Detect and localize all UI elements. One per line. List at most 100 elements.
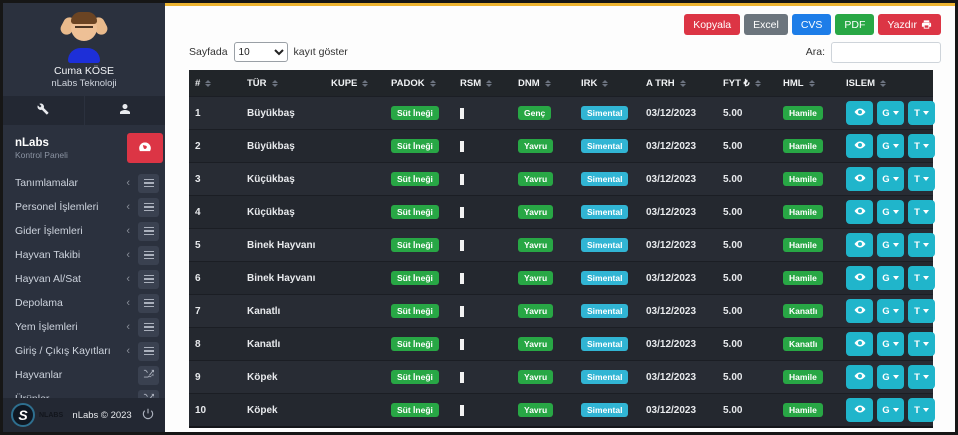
- t-dropdown-button[interactable]: T: [908, 299, 935, 323]
- animal-photo[interactable]: [460, 107, 464, 119]
- chevron-left-icon: ‹: [126, 225, 130, 237]
- cell-status: Kanatlı: [777, 337, 840, 351]
- g-dropdown-button[interactable]: G: [877, 365, 904, 389]
- column-header-[interactable]: #: [189, 78, 241, 89]
- t-dropdown-button[interactable]: T: [908, 134, 935, 158]
- sidebar-item-hayvan-al-sat[interactable]: Hayvan Al/Sat ‹: [3, 267, 165, 291]
- view-button[interactable]: [846, 365, 873, 389]
- t-dropdown-button[interactable]: T: [908, 101, 935, 125]
- column-header-islem[interactable]: ISLEM: [840, 78, 933, 89]
- sidebar-item-personel-i-lemleri[interactable]: Personel İşlemleri ‹: [3, 195, 165, 219]
- eye-icon: [854, 139, 866, 154]
- animal-photo[interactable]: [460, 404, 464, 416]
- animal-photo[interactable]: [460, 173, 464, 185]
- cell-purchase-date: 03/12/2023: [646, 272, 697, 284]
- view-button[interactable]: [846, 233, 873, 257]
- eye-icon: [854, 337, 866, 352]
- animal-photo[interactable]: [460, 206, 464, 218]
- table-row: 9 Köpek Süt İneği Yavru Simental 03/12/2…: [189, 360, 935, 393]
- cell-breed: Simental: [575, 337, 640, 351]
- animal-photo[interactable]: [460, 272, 464, 284]
- cell-photo: [454, 305, 512, 317]
- sidebar-item-depolama[interactable]: Depolama ‹: [3, 291, 165, 315]
- sidebar-item-hayvan-takibi[interactable]: Hayvan Takibi ‹: [3, 243, 165, 267]
- animal-photo[interactable]: [460, 338, 464, 350]
- sidebar-item-r-nler[interactable]: Ürünler: [3, 387, 165, 398]
- column-header-label: #: [195, 77, 201, 89]
- animal-photo[interactable]: [460, 371, 464, 383]
- view-button[interactable]: [846, 299, 873, 323]
- cell-period: Genç: [512, 106, 575, 120]
- link-action-button[interactable]: [138, 389, 159, 398]
- cell-row-number: 8: [195, 338, 201, 350]
- paddock-badge: Süt İneği: [391, 337, 439, 351]
- settings-button[interactable]: [3, 96, 84, 125]
- menu-toggle-button[interactable]: [138, 245, 159, 265]
- g-dropdown-button[interactable]: G: [877, 233, 904, 257]
- t-button-label: T: [914, 272, 920, 284]
- page-length-select[interactable]: 10: [233, 42, 288, 62]
- t-dropdown-button[interactable]: T: [908, 233, 935, 257]
- animal-photo[interactable]: [460, 140, 464, 152]
- table-row: 4 Küçükbaş Süt İneği Yavru Simental 03/1…: [189, 195, 935, 228]
- view-button[interactable]: [846, 266, 873, 290]
- column-header-dnm[interactable]: DNM: [512, 78, 575, 89]
- animal-photo[interactable]: [460, 305, 464, 317]
- g-dropdown-button[interactable]: G: [877, 332, 904, 356]
- dashboard-button[interactable]: [127, 133, 163, 163]
- column-header-rsm[interactable]: RSM: [454, 78, 512, 89]
- t-dropdown-button[interactable]: T: [908, 200, 935, 224]
- sidebar-item-gider-i-lemleri[interactable]: Gider İşlemleri ‹: [3, 219, 165, 243]
- g-dropdown-button[interactable]: G: [877, 398, 904, 422]
- cvs-button[interactable]: CVS: [791, 14, 832, 35]
- view-button[interactable]: [846, 134, 873, 158]
- sidebar-item-yem-i-lemleri[interactable]: Yem İşlemleri ‹: [3, 315, 165, 339]
- caret-down-icon: [892, 276, 899, 280]
- sidebar-item-tan-mlamalar[interactable]: Tanımlamalar ‹: [3, 171, 165, 195]
- column-header-a-trh[interactable]: A TRH: [640, 78, 717, 89]
- pdf-button[interactable]: PDF: [835, 14, 875, 35]
- profile-button[interactable]: [83, 96, 166, 125]
- menu-toggle-button[interactable]: [138, 269, 159, 289]
- g-dropdown-button[interactable]: G: [877, 167, 904, 191]
- g-dropdown-button[interactable]: G: [877, 134, 904, 158]
- link-action-button[interactable]: [138, 365, 159, 385]
- view-button[interactable]: [846, 101, 873, 125]
- column-header-kupe[interactable]: KUPE: [325, 78, 385, 89]
- menu-toggle-button[interactable]: [138, 317, 159, 337]
- sidebar-item-giri-k-kay-tlar[interactable]: Giriş / Çıkış Kayıtları ‹: [3, 339, 165, 363]
- column-header-hml[interactable]: HML: [777, 78, 840, 89]
- search-input[interactable]: [831, 41, 941, 63]
- view-button[interactable]: [846, 167, 873, 191]
- animal-photo[interactable]: [460, 239, 464, 251]
- view-button[interactable]: [846, 332, 873, 356]
- kopyala-button[interactable]: Kopyala: [684, 14, 741, 35]
- t-dropdown-button[interactable]: T: [908, 398, 935, 422]
- excel-button[interactable]: Excel: [744, 14, 788, 35]
- cell-period: Yavru: [512, 172, 575, 186]
- g-dropdown-button[interactable]: G: [877, 299, 904, 323]
- column-header-padok[interactable]: PADOK: [385, 78, 454, 89]
- g-dropdown-button[interactable]: G: [877, 266, 904, 290]
- logout-button[interactable]: [141, 407, 155, 424]
- menu-toggle-button[interactable]: [138, 341, 159, 361]
- menu-toggle-button[interactable]: [138, 293, 159, 313]
- column-header-t-r[interactable]: TÜR: [241, 78, 325, 89]
- t-dropdown-button[interactable]: T: [908, 332, 935, 356]
- view-button[interactable]: [846, 398, 873, 422]
- t-dropdown-button[interactable]: T: [908, 365, 935, 389]
- g-dropdown-button[interactable]: G: [877, 200, 904, 224]
- sidebar-item-hayvanlar[interactable]: Hayvanlar: [3, 363, 165, 387]
- menu-toggle-button[interactable]: [138, 197, 159, 217]
- menu-toggle-button[interactable]: [138, 221, 159, 241]
- menu-toggle-button[interactable]: [138, 173, 159, 193]
- t-dropdown-button[interactable]: T: [908, 167, 935, 191]
- view-button[interactable]: [846, 200, 873, 224]
- yazd-r-button[interactable]: Yazdır: [878, 14, 941, 35]
- t-dropdown-button[interactable]: T: [908, 266, 935, 290]
- column-header-fyt[interactable]: FYT ₺: [717, 78, 777, 89]
- column-header-irk[interactable]: IRK: [575, 78, 640, 89]
- sort-icon: [429, 79, 436, 87]
- g-dropdown-button[interactable]: G: [877, 101, 904, 125]
- paddock-badge: Süt İneği: [391, 403, 439, 417]
